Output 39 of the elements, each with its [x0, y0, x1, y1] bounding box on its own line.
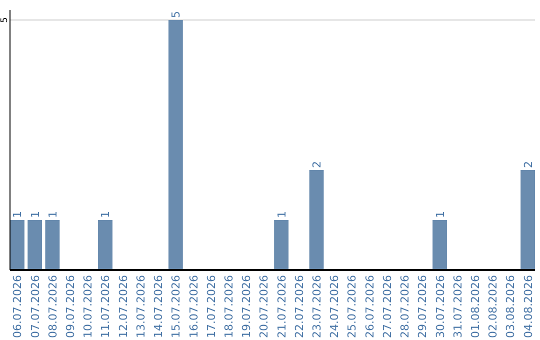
x-tick-label: 18.07.2026: [222, 275, 236, 338]
x-tick-label: 31.07.2026: [451, 275, 464, 338]
x-tick-label: 29.07.2026: [416, 275, 430, 338]
x-tick-label: 19.07.2026: [240, 275, 254, 338]
x-tick-label: 22.07.2026: [292, 275, 306, 338]
data-label: 1: [275, 211, 288, 218]
data-label: 1: [99, 211, 112, 218]
x-tick-label: 26.07.2026: [363, 275, 376, 338]
x-tick-label: 13.07.2026: [134, 275, 148, 338]
x-tick-label: 24.07.2026: [328, 275, 342, 338]
x-tick-label: 30.07.2026: [434, 275, 447, 338]
data-label: 1: [46, 211, 60, 218]
x-tick-label: 20.07.2026: [258, 275, 271, 338]
x-tick-label: 07.07.2026: [28, 275, 42, 338]
x-tick-label: 09.07.2026: [64, 275, 78, 338]
x-tick-label: 02.08.2026: [486, 275, 500, 338]
x-tick-label: 21.07.2026: [275, 275, 288, 338]
x-tick-label: 03.08.2026: [504, 275, 518, 338]
x-tick-label: 12.07.2026: [116, 275, 130, 338]
x-tick-label: 27.07.2026: [380, 275, 394, 338]
x-tick-label: 28.07.2026: [398, 275, 412, 338]
x-tick-label: 01.08.2026: [468, 275, 482, 338]
x-tick-label: 23.07.2026: [310, 275, 324, 338]
x-tick-label: 15.07.2026: [170, 275, 183, 338]
data-label: 2: [522, 161, 535, 168]
data-label: 1: [11, 211, 24, 218]
x-tick-label: 25.07.2026: [346, 275, 359, 338]
data-label: 2: [310, 161, 324, 168]
x-tick-label: 17.07.2026: [204, 275, 218, 338]
data-label: 1: [28, 211, 42, 218]
x-tick-label: 10.07.2026: [82, 275, 95, 338]
x-tick-label: 08.07.2026: [46, 275, 60, 338]
x-tick-label: 11.07.2026: [99, 275, 112, 338]
x-tick-label: 06.07.2026: [11, 275, 24, 338]
data-label: 5: [170, 11, 183, 18]
data-label: 1: [434, 211, 447, 218]
x-tick-label: 16.07.2026: [187, 275, 200, 338]
x-tick-label: 04.08.2026: [522, 275, 535, 338]
x-tick-label: 14.07.2026: [152, 275, 166, 338]
